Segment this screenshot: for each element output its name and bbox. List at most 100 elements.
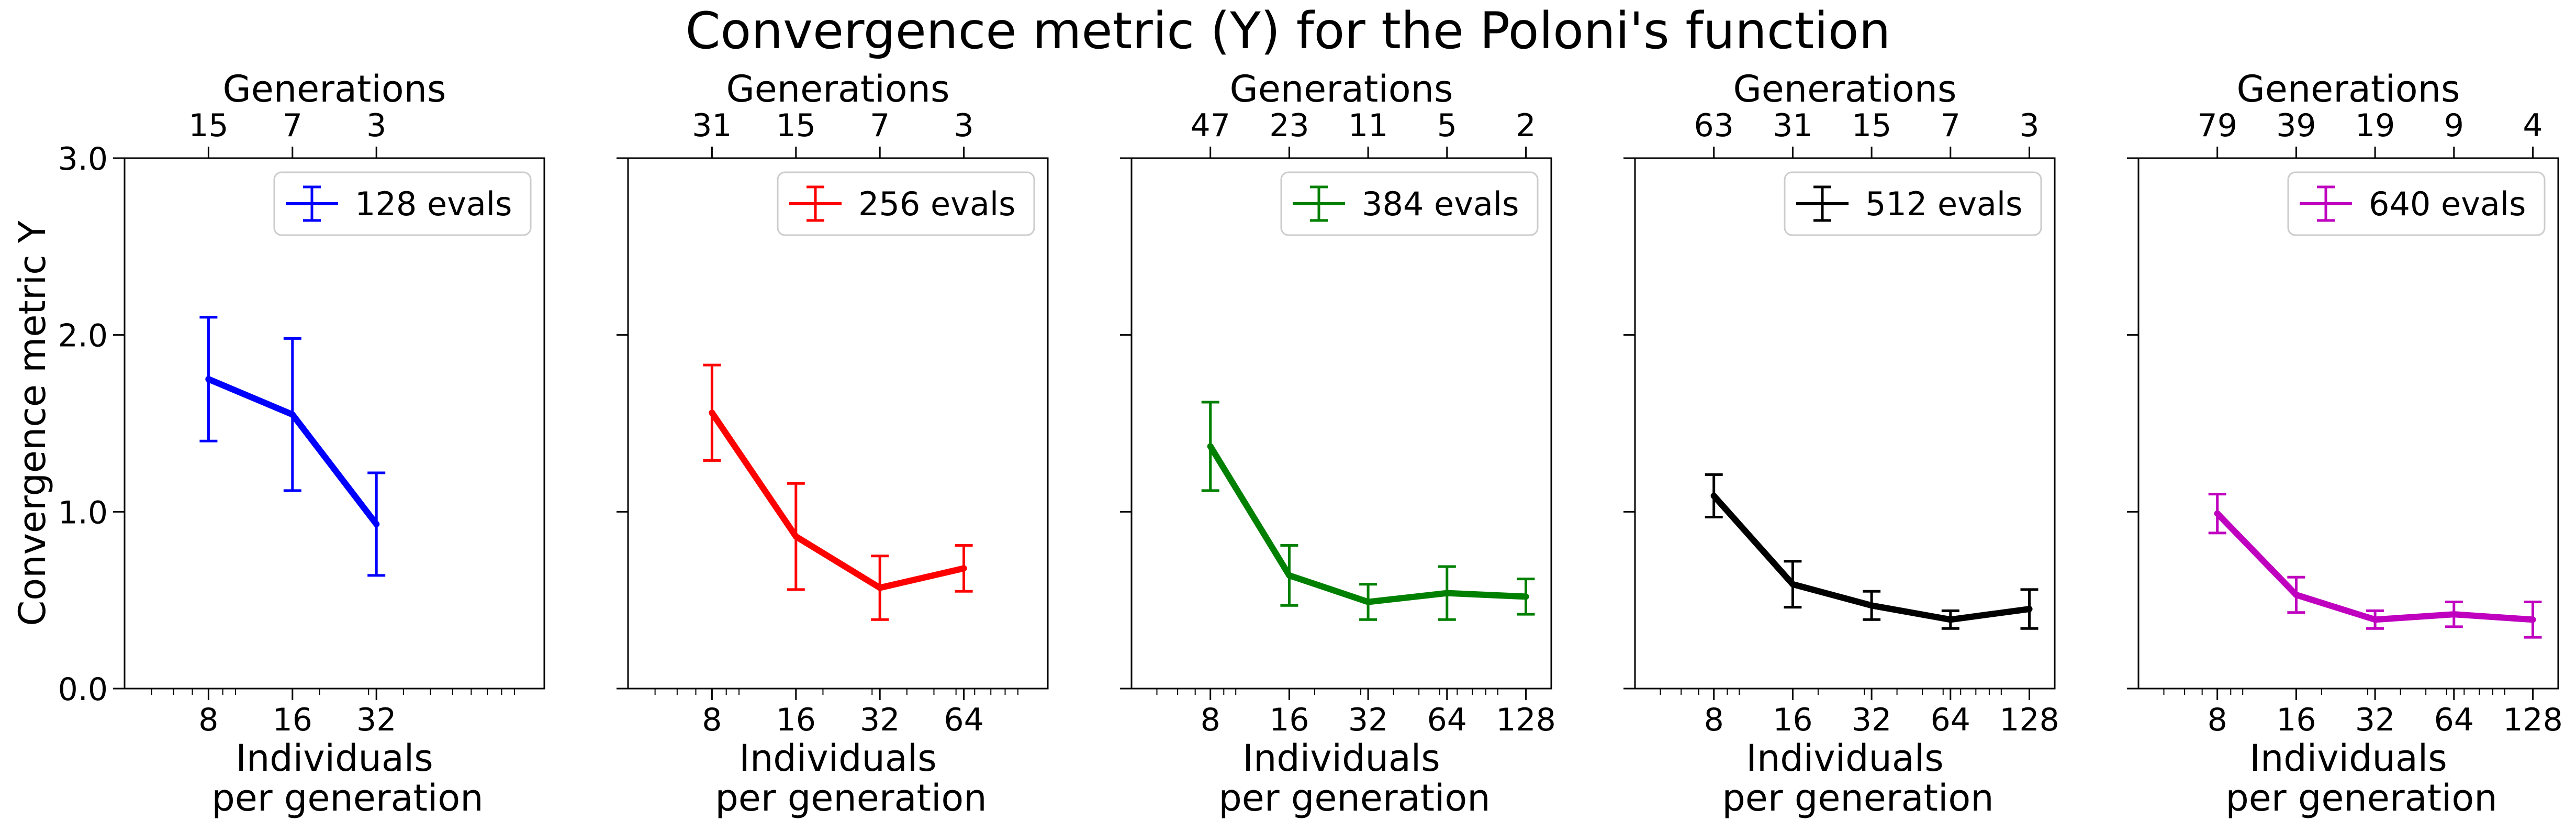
data-point [792, 533, 799, 540]
panels: 0.01.02.03.0815167323GenerationsIndividu… [11, 68, 2563, 819]
legend-label: 256 evals [858, 185, 1015, 223]
legend-box [2287, 171, 2546, 236]
x-axis-label: Individuals per generation [2225, 737, 2497, 819]
data-point [2372, 616, 2379, 623]
x-axis-label-line: Individuals [1746, 737, 1943, 780]
error-bar [1784, 560, 1802, 609]
data-point [1947, 616, 1954, 623]
x-tick-label: 64 [1427, 702, 1467, 738]
data-point [2293, 592, 2300, 599]
x-tick-label: 64 [1931, 702, 1970, 738]
top-tick-label: 63 [1694, 107, 1734, 144]
top-tick-label: 7 [870, 107, 890, 144]
x-tick-label: 64 [944, 702, 983, 738]
panel-4: 8 63 16 31 32 15 64 7 128 3 Generations Individuals… [1623, 68, 2059, 819]
x-tick-label: 16 [2276, 702, 2316, 738]
top-tick-label: 19 [2355, 107, 2395, 144]
x-tick-label: 16 [1269, 702, 1309, 738]
x-axis-label-line: per generation [1722, 777, 1993, 819]
y-axis-label: Convergence metric Y [11, 220, 54, 626]
legend-box [1784, 171, 2042, 236]
legend: 640 evals [2287, 171, 2546, 236]
series-line [709, 409, 967, 591]
error-bar [2524, 601, 2542, 639]
error-bar [703, 363, 721, 462]
error-bar [1517, 578, 1535, 616]
top-tick-label: 31 [692, 107, 732, 144]
x-axis-label-line: Individuals [739, 737, 936, 780]
axes-frame [124, 157, 545, 690]
top-tick-label: 79 [2198, 107, 2237, 144]
data-point [1522, 593, 1529, 600]
axes-frame [1634, 157, 2056, 690]
legend-box [273, 171, 532, 236]
x-axis-label-line: Individuals [236, 737, 433, 780]
x-tick-label: 32 [1852, 702, 1891, 738]
error-bar [2445, 601, 2463, 628]
axes-frame [2137, 157, 2559, 690]
y-tick-label: 1.0 [58, 494, 108, 531]
x-tick-label: 16 [273, 702, 312, 738]
error-bar [2366, 609, 2384, 630]
series-line [1207, 443, 1529, 605]
top-tick-label: 11 [1348, 107, 1388, 144]
legend: 256 evals [777, 171, 1035, 236]
top-tick-label: 23 [1269, 107, 1309, 144]
error-bar [871, 555, 889, 621]
data-point [2026, 606, 2033, 613]
error-bar [1280, 544, 1298, 607]
top-tick-label: 5 [1437, 107, 1457, 144]
y-tick-label: 3.0 [58, 141, 108, 178]
error-bar [1863, 590, 1881, 621]
legend-label: 512 evals [1865, 185, 2022, 223]
legend-label: 384 evals [1362, 185, 1519, 223]
error-bar [1359, 583, 1377, 621]
top-tick-label: 3 [2019, 107, 2039, 144]
legend-box [1280, 171, 1539, 236]
x-axis-label: Individuals per generation [1218, 737, 1490, 819]
x-tick-label: 16 [776, 702, 816, 738]
data-point [205, 376, 212, 383]
top-axis-label: Generations [1230, 68, 1453, 110]
x-tick-label: 32 [356, 702, 396, 738]
x-axis-label-line: per generation [211, 777, 483, 819]
top-axis-label: Generations [1733, 68, 1957, 110]
figure-title: Convergence metric (Y) for the Poloni's … [686, 2, 1891, 60]
error-bar [1941, 609, 1959, 630]
x-axis-label-line: Individuals [2249, 737, 2447, 780]
data-point [960, 565, 967, 572]
top-tick-label: 3 [954, 107, 974, 144]
x-tick-label: 8 [198, 702, 218, 738]
x-tick-label: 128 [2503, 702, 2563, 738]
data-point [1365, 599, 1372, 605]
error-bar [1705, 473, 1723, 518]
top-tick-label: 7 [1941, 107, 1961, 144]
x-axis-label: Individuals per generation [715, 737, 987, 819]
data-point [2529, 616, 2536, 623]
x-tick-label: 32 [1348, 702, 1388, 738]
top-axis-label: Generations [726, 68, 950, 110]
x-axis-label-line: per generation [1218, 777, 1490, 819]
legend-label: 128 evals [355, 185, 512, 223]
x-tick-label: 8 [1201, 702, 1220, 738]
y-tick-label: 0.0 [58, 671, 108, 708]
x-axis-label: Individuals per generation [1722, 737, 1993, 819]
x-tick-label: 32 [2355, 702, 2395, 738]
data-point [1286, 572, 1293, 579]
data-point [1207, 443, 1214, 450]
panel-5: 8 79 16 39 32 19 64 9 128 4 Generations Individuals… [2127, 68, 2563, 819]
x-axis-label-line: per generation [2225, 777, 2497, 819]
series-line [2214, 510, 2536, 623]
top-tick-label: 15 [1852, 107, 1891, 144]
data-point [877, 584, 883, 591]
axes-frame [627, 157, 1049, 690]
x-tick-label: 16 [1773, 702, 1812, 738]
error-bar [283, 337, 301, 492]
error-bar [2020, 588, 2039, 630]
data-point [709, 409, 715, 416]
top-tick-label: 9 [2444, 107, 2464, 144]
axes-frame [1130, 157, 1552, 690]
data-point [289, 411, 296, 418]
data-point [2450, 611, 2457, 618]
